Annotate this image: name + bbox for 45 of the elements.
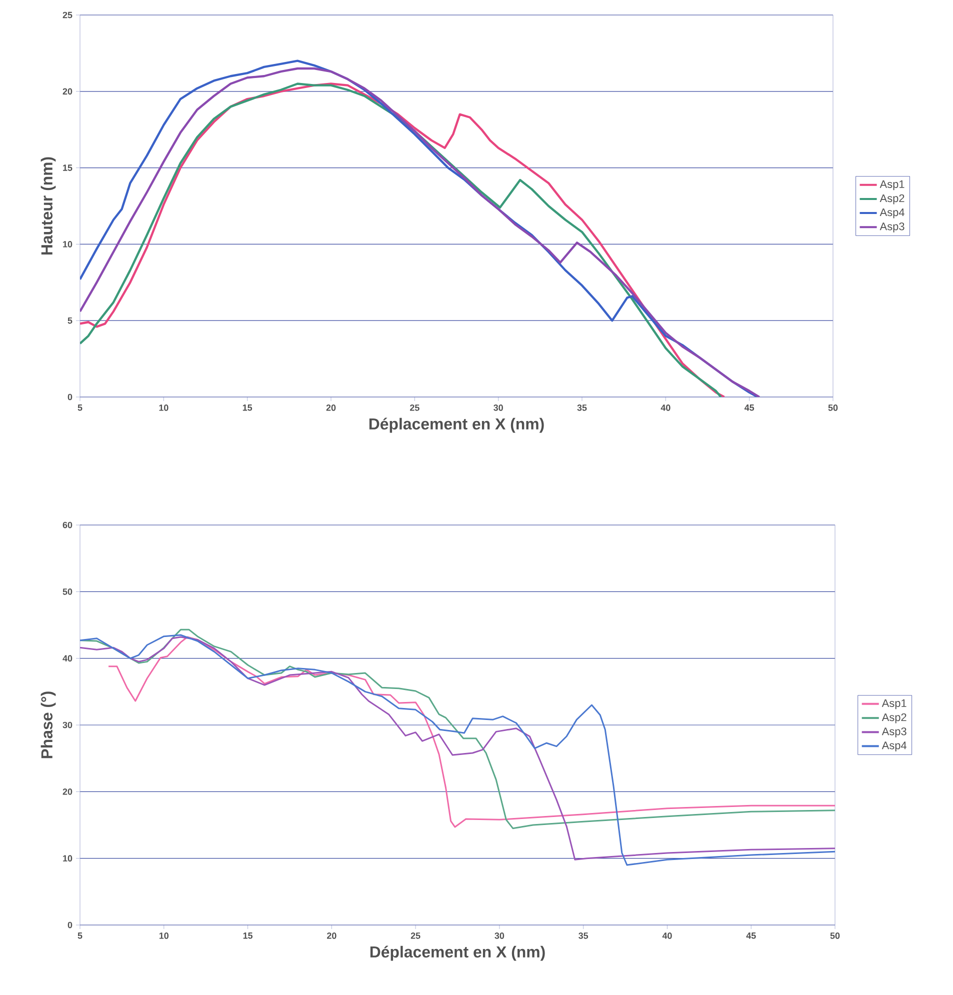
x-tick-label: 35: [577, 404, 587, 411]
x-tick-label: 15: [242, 404, 252, 411]
legend-label: Asp1: [880, 180, 904, 190]
y-tick-label: 20: [62, 788, 72, 795]
x-tick-label: 50: [828, 404, 838, 411]
y-tick-label: 0: [68, 394, 72, 400]
x-axis-title: Déplacement en X (nm): [370, 946, 545, 961]
x-tick-label: 45: [744, 404, 754, 411]
y-tick-label: 25: [62, 12, 72, 18]
x-tick-label: 40: [662, 932, 672, 939]
x-tick-label: 5: [78, 404, 82, 411]
y-tick-label: 30: [62, 722, 72, 728]
x-tick-label: 40: [660, 404, 670, 411]
x-tick-label: 20: [326, 932, 336, 939]
y-tick-label: 10: [63, 241, 72, 248]
y-tick-label: 20: [62, 88, 72, 95]
x-axis-title: Déplacement en X (nm): [369, 418, 544, 433]
legend-label: Asp2: [882, 713, 906, 724]
x-tick-label: 30: [494, 404, 503, 411]
legend-label: Asp3: [882, 728, 906, 738]
y-tick-label: 50: [62, 588, 72, 595]
x-tick-label: 45: [746, 932, 756, 939]
legend-label: Asp4: [882, 742, 906, 752]
legend-label: Asp4: [880, 208, 904, 218]
x-tick-label: 25: [410, 932, 420, 939]
y-axis-title: Phase (°): [40, 692, 56, 758]
x-tick-label: 10: [159, 404, 168, 411]
legend-label: Asp2: [880, 194, 904, 204]
x-tick-label: 10: [159, 932, 169, 939]
y-tick-label: 60: [62, 522, 72, 528]
x-tick-label: 20: [326, 404, 336, 411]
x-tick-label: 30: [494, 932, 504, 939]
x-tick-label: 50: [830, 932, 840, 939]
legend-label: Asp3: [880, 222, 904, 232]
x-tick-label: 35: [578, 932, 588, 939]
legend-label: Asp1: [882, 699, 906, 710]
x-tick-label: 25: [410, 404, 420, 411]
y-tick-label: 0: [68, 922, 72, 928]
y-axis-title: Hauteur (nm): [40, 157, 56, 255]
y-tick-label: 10: [63, 855, 72, 862]
y-tick-label: 5: [68, 317, 72, 324]
y-tick-label: 40: [62, 655, 72, 662]
x-tick-label: 5: [78, 932, 82, 939]
y-tick-label: 15: [63, 164, 72, 171]
x-tick-label: 15: [243, 932, 253, 939]
